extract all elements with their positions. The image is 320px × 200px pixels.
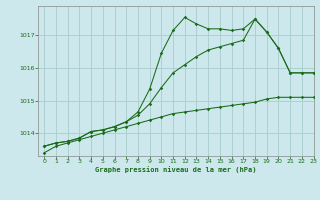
X-axis label: Graphe pression niveau de la mer (hPa): Graphe pression niveau de la mer (hPa) [95, 166, 257, 173]
